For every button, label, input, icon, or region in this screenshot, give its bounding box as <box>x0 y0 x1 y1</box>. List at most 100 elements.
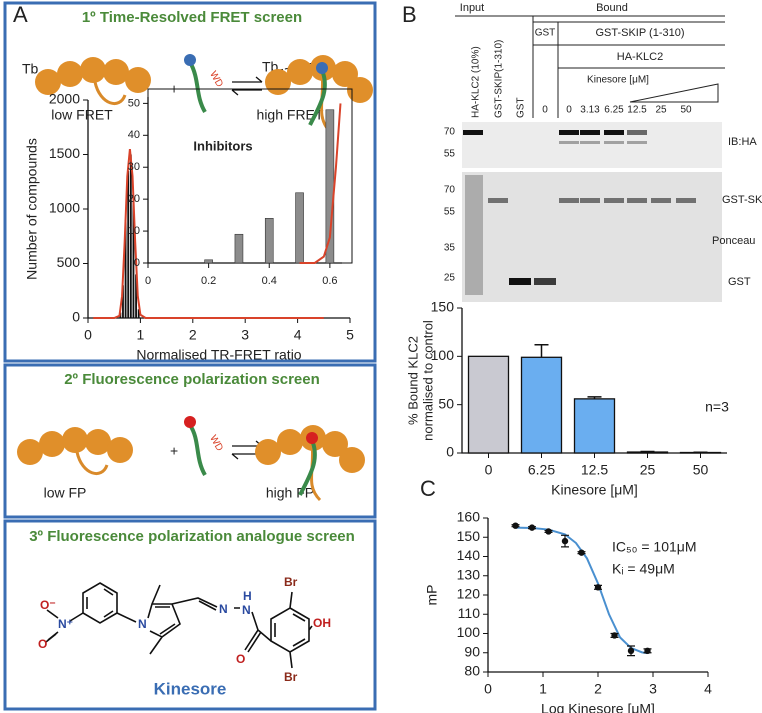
x-tick-label: 25 <box>640 462 656 478</box>
tail <box>75 451 109 476</box>
x-tick-label: 0 <box>145 275 151 287</box>
bead <box>287 59 313 85</box>
group-label: Input <box>460 2 484 14</box>
point <box>561 537 569 545</box>
fit-line <box>93 148 324 319</box>
point <box>528 524 536 531</box>
bond <box>116 584 272 655</box>
x-tick-label: 4 <box>704 681 712 697</box>
bar <box>295 192 304 264</box>
bead <box>35 69 61 95</box>
bead <box>339 447 365 473</box>
lane-label: GST <box>516 97 527 118</box>
marker: 55 <box>444 149 456 160</box>
atom: N⁺ <box>58 617 73 631</box>
atom: N <box>138 617 147 631</box>
blot <box>462 172 722 302</box>
ring <box>270 591 313 669</box>
header-label: Kinesore [μM] <box>587 75 649 86</box>
y-tick-label: 500 <box>57 254 81 270</box>
label: high FRET <box>257 107 324 123</box>
x-tick-label: 3 <box>241 327 249 343</box>
band <box>676 198 696 203</box>
bead <box>17 439 43 465</box>
bead <box>103 59 129 85</box>
point <box>512 522 519 529</box>
point <box>545 528 552 535</box>
label: WD <box>207 433 225 453</box>
bead <box>62 427 88 453</box>
bar <box>573 398 616 454</box>
atom: OH <box>313 616 331 630</box>
blot <box>462 122 722 168</box>
y-axis-label: mP <box>424 585 440 606</box>
x-tick-label: 6.25 <box>528 462 555 478</box>
y-tick-label: 150 <box>431 299 455 315</box>
screen-title: 3º Fluorescence polarization analogue sc… <box>29 528 355 545</box>
y-tick-label: 140 <box>457 547 481 563</box>
band <box>580 198 600 203</box>
point <box>627 647 635 655</box>
marker: 35 <box>444 243 456 254</box>
y-tick-label: 100 <box>431 347 455 363</box>
bar <box>135 274 137 318</box>
x-tick-label: 0 <box>485 462 493 478</box>
band <box>580 141 600 144</box>
lane-label: 0 <box>542 105 548 116</box>
atom: N <box>242 603 251 617</box>
diagram: + WD low FP high FP <box>44 416 314 501</box>
y-tick-label: 150 <box>457 528 481 544</box>
atom: H <box>243 589 252 603</box>
y-axis-label: Number of compounds <box>24 138 40 280</box>
band <box>559 130 579 135</box>
header-lines <box>455 15 725 118</box>
gradient <box>629 83 719 103</box>
tail <box>93 81 127 106</box>
y-tick-label: 1500 <box>49 145 80 161</box>
x-tick-label: 12.5 <box>581 462 608 478</box>
header-label: HA-KLC2 <box>617 51 663 63</box>
bead <box>347 77 373 103</box>
x-tick-label: 50 <box>693 462 709 478</box>
inset-title: Inhibitors <box>193 138 252 153</box>
band <box>604 141 624 144</box>
label: low FP <box>44 485 87 501</box>
y-tick-label: 120 <box>457 586 481 602</box>
y-axis-label: % Bound KLC2 <box>405 336 420 425</box>
x-tick-label: 0 <box>484 681 492 697</box>
bead <box>39 431 65 457</box>
lane-label: 25 <box>655 105 667 116</box>
y-tick-label: 30 <box>128 161 140 173</box>
bead <box>57 61 83 87</box>
bar <box>124 219 127 318</box>
bar <box>520 356 563 454</box>
atom: Br <box>284 670 298 684</box>
bead <box>107 437 133 463</box>
bead <box>322 431 348 457</box>
bead <box>277 429 303 455</box>
ring <box>82 582 118 624</box>
label: low FRET <box>51 107 113 123</box>
x-tick-label: 0 <box>84 327 92 343</box>
bead <box>80 57 106 83</box>
y-tick-label: 80 <box>464 663 480 679</box>
y-tick-label: 10 <box>128 225 140 237</box>
y-tick-label: 0 <box>72 309 80 325</box>
x-tick-label: 4 <box>294 327 302 343</box>
blot-header: Input Bound HA-KLC2 (10%) GST-SKIP(1-310… <box>455 2 725 118</box>
x-tick-label: 0.4 <box>262 275 277 287</box>
label: WD <box>207 69 225 89</box>
x-tick-label: 1 <box>539 681 547 697</box>
y-tick-label: 20 <box>128 193 140 205</box>
y-tick-label: 1000 <box>49 200 80 216</box>
x-tick-label: 3 <box>649 681 657 697</box>
band <box>604 130 624 135</box>
x-axis-label: Normalised TR-FRET ratio <box>136 347 301 363</box>
y-tick-label: 100 <box>457 624 481 640</box>
fluorophore <box>184 416 196 428</box>
panel-label: C <box>420 476 436 501</box>
x-tick-label: 0.2 <box>201 275 216 287</box>
y-tick-label: 160 <box>457 509 481 525</box>
y-tick-label: 0 <box>134 257 140 269</box>
band <box>488 198 508 203</box>
